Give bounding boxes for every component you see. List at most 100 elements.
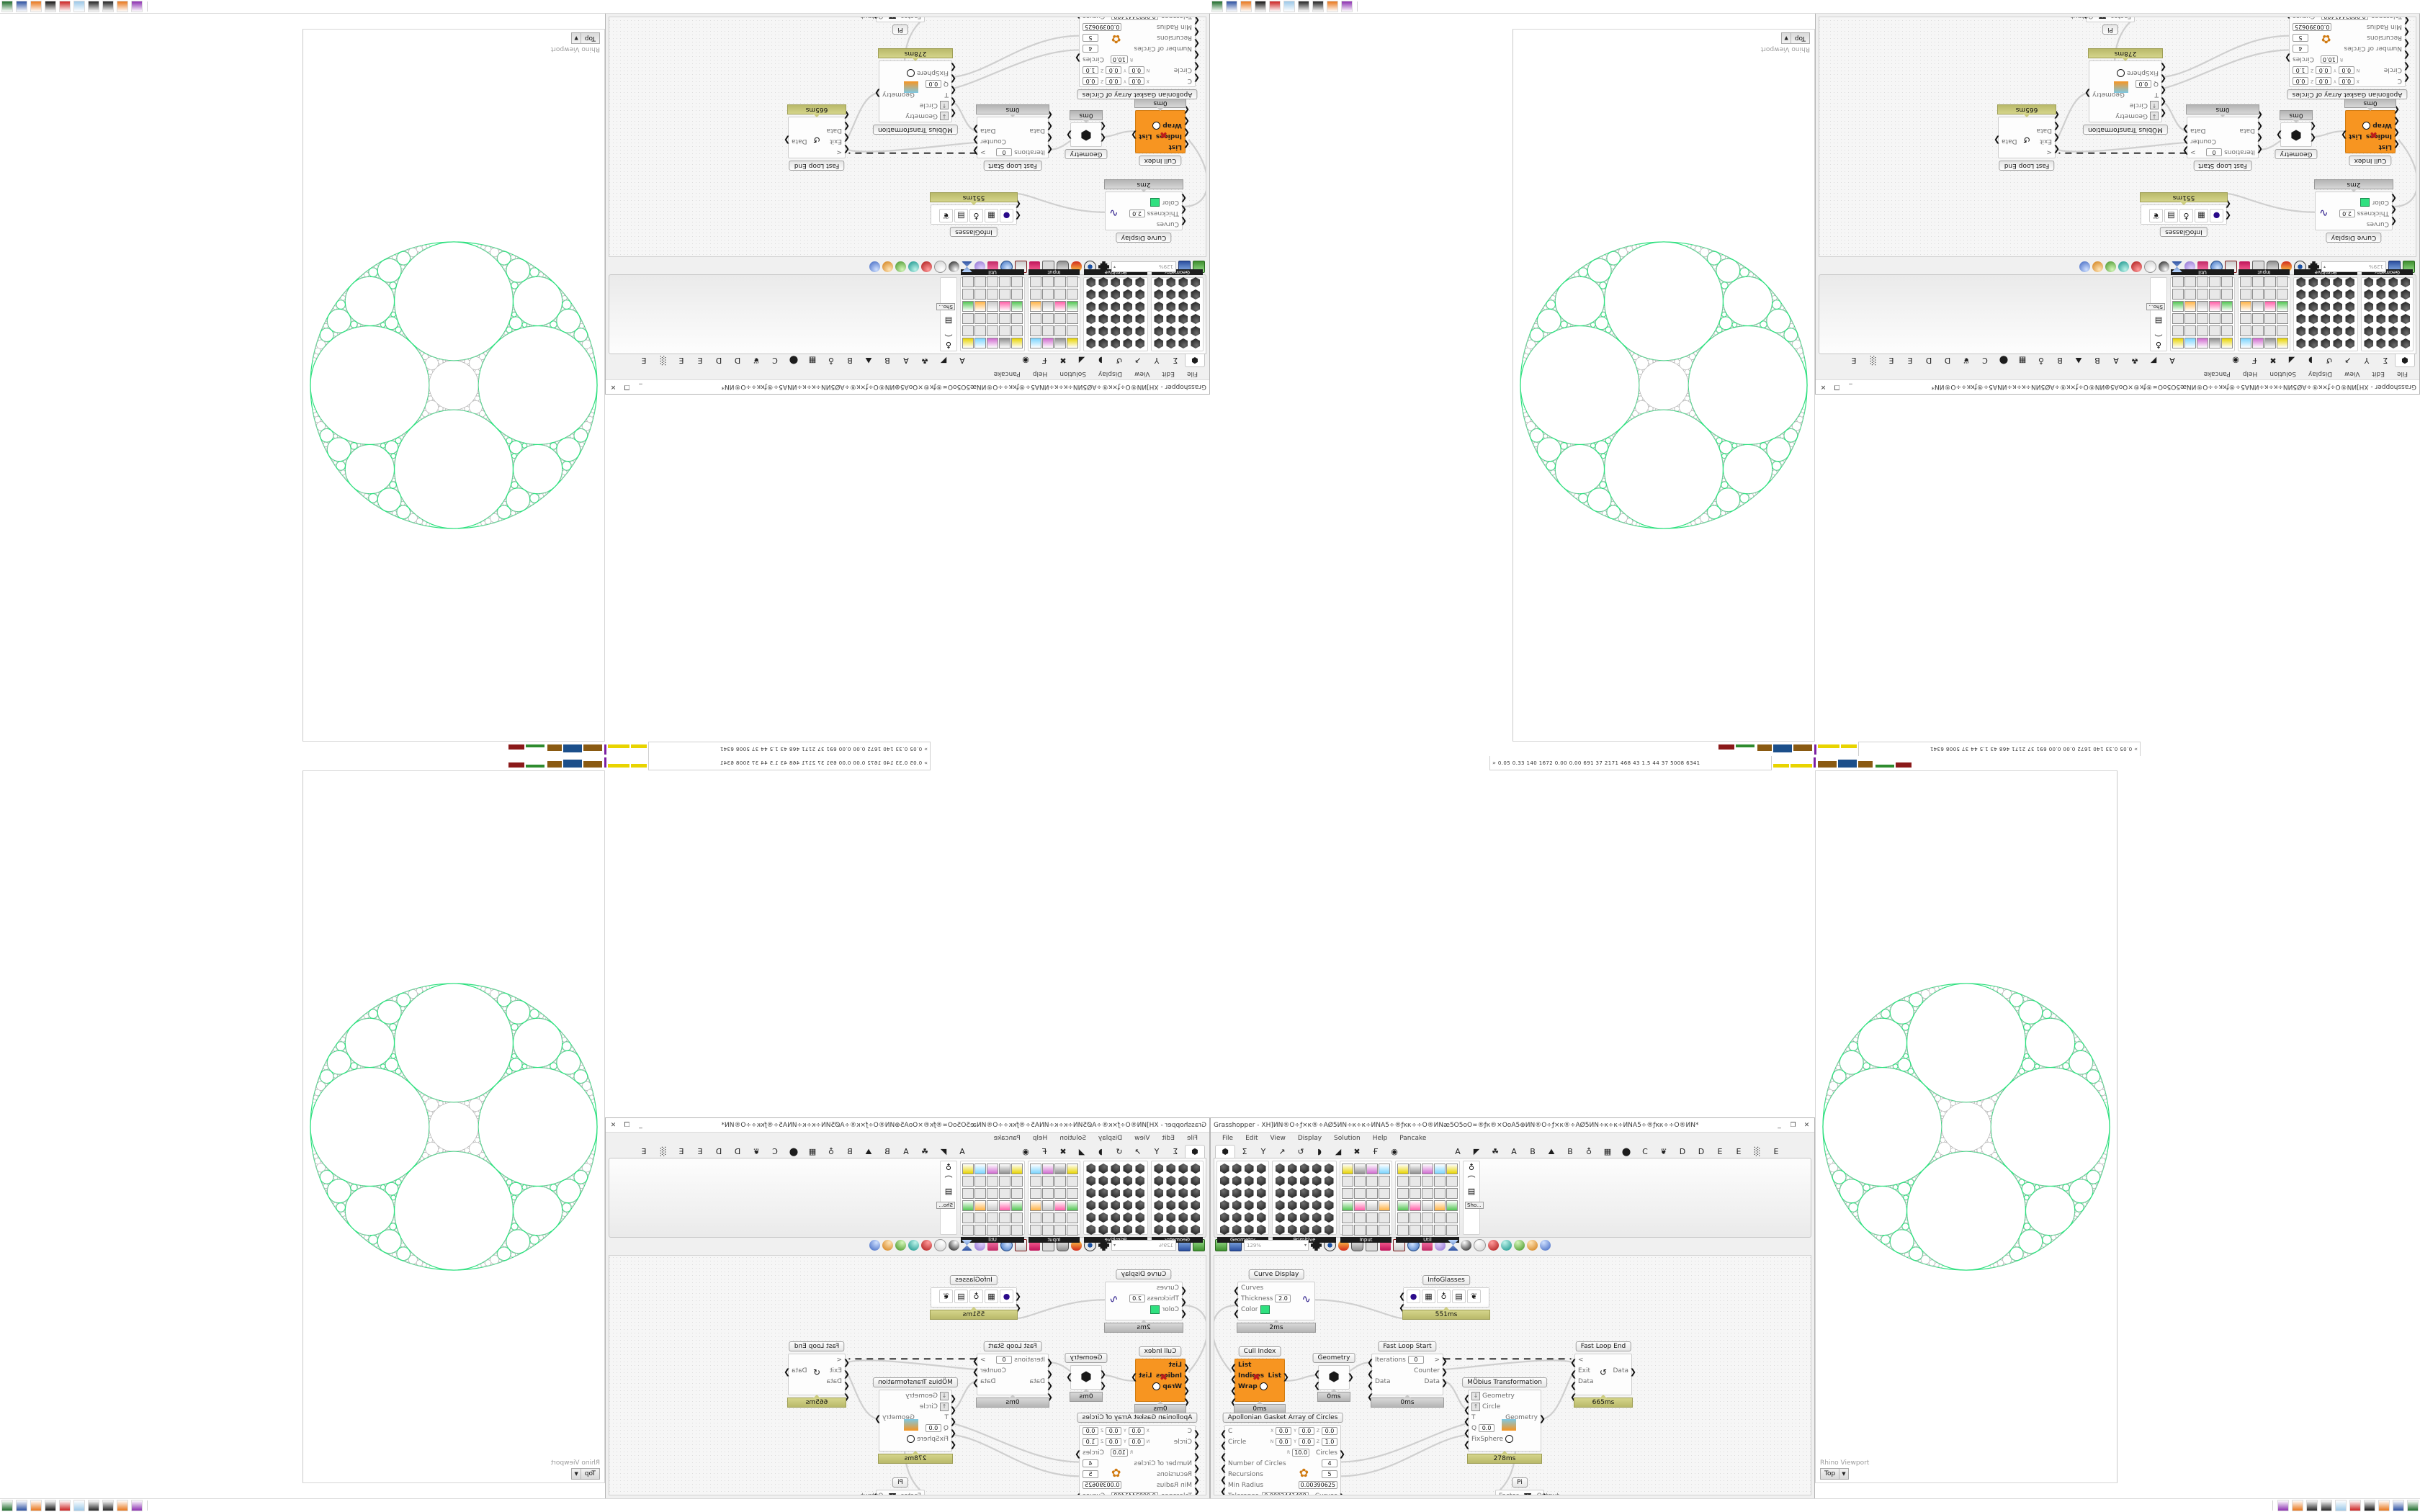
number-field[interactable]: 0: [996, 148, 1013, 156]
number-field[interactable]: 0.00390625: [1083, 1481, 1122, 1489]
component-button[interactable]: [2308, 289, 2319, 300]
number-field[interactable]: 0.0: [1106, 66, 1122, 74]
ribbon-addon-a1-tab[interactable]: A: [2169, 356, 2175, 365]
component-button[interactable]: [2252, 313, 2264, 325]
component-button[interactable]: [1098, 325, 1109, 337]
ribbon-params-tab[interactable]: ⬢: [1185, 354, 1205, 367]
component-button[interactable]: [1054, 338, 1066, 349]
zoom-extents-icon[interactable]: [1311, 1240, 1322, 1251]
component-button[interactable]: [962, 1200, 974, 1211]
component-button[interactable]: [1153, 1163, 1165, 1174]
node-input-port[interactable]: ❮: [1570, 1358, 1577, 1367]
node-apollonian-gasket-array-of-circles[interactable]: Apollonian Gasket Array of Circles ❮ ❮ ❮ ❮ ❮ ❮…: [2285, 17, 2410, 99]
component-button[interactable]: [2172, 313, 2184, 325]
node-input-port[interactable]: ❮: [1046, 1358, 1053, 1367]
component-button[interactable]: [2344, 276, 2356, 288]
component-button[interactable]: [2295, 313, 2307, 325]
node-output-port[interactable]: ❯: [2182, 135, 2190, 145]
preview-icon[interactable]: ●: [1407, 1290, 1420, 1303]
component-button[interactable]: [1067, 1175, 1078, 1187]
component-button[interactable]: [999, 1200, 1010, 1211]
node-body[interactable]: ❮ ❮ ⬢ ❯: [1066, 122, 1106, 147]
component-button[interactable]: [2320, 301, 2331, 312]
node-output-port[interactable]: ❯: [1131, 130, 1138, 140]
number-field[interactable]: 0.0: [1276, 1438, 1292, 1446]
taskbar-item-owl[interactable]: [131, 1500, 143, 1511]
component-button[interactable]: [1011, 276, 1023, 288]
number-field[interactable]: 10.0: [1292, 1449, 1310, 1457]
taskbar-item-notes[interactable]: [2335, 1500, 2347, 1511]
node-output-port[interactable]: ❯: [1629, 1367, 1636, 1377]
boolean-toggle[interactable]: [906, 69, 915, 77]
shade-red-icon[interactable]: [2131, 261, 2142, 272]
sysmon-chevron-icon[interactable]: »: [924, 746, 928, 752]
component-button[interactable]: [1342, 1224, 1353, 1236]
component-button[interactable]: [1134, 1163, 1146, 1174]
component-button[interactable]: [1165, 313, 1177, 325]
viewport-view-selector[interactable]: Top ▼: [571, 32, 600, 44]
number-field[interactable]: 0.0: [2135, 80, 2151, 88]
component-button[interactable]: [1098, 276, 1109, 288]
number-field[interactable]: 0.0: [2316, 77, 2332, 85]
number-field[interactable]: 0.0: [1298, 1438, 1314, 1446]
node-output-port[interactable]: ❯: [1440, 1356, 1448, 1366]
component-button[interactable]: [974, 1212, 986, 1223]
component-button[interactable]: [2172, 338, 2184, 349]
node-input-port[interactable]: ❮: [1193, 1464, 1200, 1473]
component-button[interactable]: [1379, 1187, 1390, 1199]
ribbon-addon-d1-tab[interactable]: D: [1679, 1147, 1686, 1156]
shade-black-icon[interactable]: [2159, 261, 2169, 272]
node-mobius-transformation[interactable]: MÖbius Transformation ❮ ❮ ❮ ❮ ❮ ↓ Geometry ↑ Circ…: [2083, 48, 2168, 135]
node-info-glasses[interactable]: InfoGlasses ❮ ❮ ● ▦ ♁ ▤ ❦ 551ms: [930, 1275, 1021, 1320]
node-output-port[interactable]: ❯: [1440, 1367, 1448, 1377]
component-button[interactable]: [974, 1175, 986, 1187]
number-field[interactable]: 0.0: [2338, 77, 2354, 85]
component-button[interactable]: [1422, 1163, 1433, 1174]
chevron-down-icon[interactable]: ▾: [2323, 264, 2326, 269]
component-button[interactable]: [974, 338, 986, 349]
node-input-port[interactable]: ❮: [1367, 1393, 1373, 1401]
flatten-down-icon[interactable]: ↓: [2150, 112, 2159, 121]
node-input-port[interactable]: ❮: [1233, 1297, 1240, 1307]
component-button[interactable]: [1042, 325, 1054, 337]
component-button[interactable]: [1098, 1163, 1109, 1174]
ribbon-curve-tab[interactable]: ↺: [1116, 356, 1123, 365]
minimize-button[interactable]: _: [639, 383, 642, 391]
flatten-up-icon[interactable]: ↑: [940, 101, 949, 110]
ribbon-sets-tab[interactable]: Υ: [2364, 356, 2370, 365]
component-button[interactable]: [2240, 325, 2251, 337]
component-button[interactable]: [1042, 289, 1054, 300]
component-button[interactable]: [1379, 1224, 1390, 1236]
component-button[interactable]: [1434, 1224, 1446, 1236]
node-input-port[interactable]: ❮: [1183, 1386, 1190, 1395]
component-button[interactable]: [987, 1175, 998, 1187]
node-input-port[interactable]: ❮: [843, 1381, 850, 1390]
taskbar-item-flame[interactable]: [30, 1500, 42, 1511]
taskbar-item-rhino[interactable]: [45, 1500, 56, 1511]
preview-teal-icon[interactable]: [2118, 261, 2129, 272]
ribbon-addon-a2-tab[interactable]: A: [903, 356, 909, 365]
component-button[interactable]: [1085, 1212, 1097, 1223]
component-button[interactable]: [1219, 1212, 1230, 1223]
number-field[interactable]: 0.0: [925, 1424, 941, 1432]
component-button[interactable]: [1030, 338, 1041, 349]
component-button[interactable]: [2197, 338, 2208, 349]
component-button[interactable]: [2172, 289, 2184, 300]
ribbon-display-tab[interactable]: ◉: [1391, 1147, 1398, 1156]
node-input-port[interactable]: ❮: [2256, 133, 2263, 143]
component-button[interactable]: [974, 1163, 986, 1174]
glasses-icon[interactable]: ♁: [2155, 340, 2162, 349]
ribbon-addon-a1-tab[interactable]: A: [959, 356, 965, 365]
component-button[interactable]: [1030, 325, 1041, 337]
component-button[interactable]: [1110, 1187, 1121, 1199]
node-input-port[interactable]: ❮: [949, 1428, 956, 1438]
ribbon-addon-e1-tab[interactable]: E: [697, 1147, 703, 1156]
node-body[interactable]: ❮ ❮ ❮ Curves Thickness 2.0 Color ∿: [1233, 1282, 1315, 1320]
ribbon-addon-e2-tab[interactable]: E: [678, 1147, 684, 1156]
node-output-port[interactable]: ❯: [2341, 130, 2348, 140]
menu-solution[interactable]: Solution: [2269, 370, 2296, 377]
preview-icon[interactable]: ●: [1000, 209, 1013, 222]
component-button[interactable]: [1110, 301, 1121, 312]
minimize-button[interactable]: _: [1778, 1121, 1781, 1129]
component-button[interactable]: [1410, 1175, 1421, 1187]
